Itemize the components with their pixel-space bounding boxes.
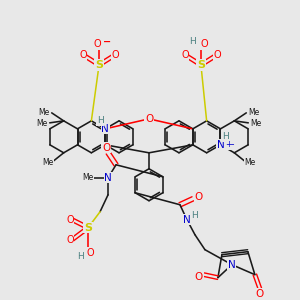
Text: O: O [213, 50, 221, 60]
Text: H: H [97, 116, 104, 125]
Text: +: + [227, 140, 234, 149]
Text: O: O [195, 192, 203, 202]
Text: N: N [104, 173, 112, 183]
Text: H: H [77, 252, 83, 261]
Text: O: O [181, 50, 189, 60]
Text: Me: Me [36, 119, 47, 128]
Text: O: O [256, 289, 264, 298]
Text: −: − [103, 37, 111, 47]
Text: N: N [217, 140, 224, 150]
Text: N: N [228, 260, 236, 270]
Text: Me: Me [251, 119, 262, 128]
Text: O: O [66, 235, 74, 245]
Text: +: + [225, 140, 232, 149]
Text: O: O [111, 50, 119, 60]
Text: O: O [145, 114, 153, 124]
Text: N: N [101, 124, 109, 134]
Text: O: O [200, 39, 208, 49]
Text: Me: Me [249, 108, 260, 117]
Text: S: S [95, 60, 103, 70]
Text: O: O [102, 143, 110, 153]
Text: Me: Me [38, 108, 49, 117]
Text: S: S [197, 60, 205, 70]
Text: O: O [195, 272, 203, 282]
Text: N: N [183, 215, 191, 225]
Text: N: N [101, 124, 109, 134]
Text: H: H [190, 38, 196, 46]
Text: Me: Me [42, 158, 53, 167]
Text: O: O [86, 248, 94, 258]
Text: O: O [79, 50, 87, 60]
Text: O: O [93, 39, 101, 49]
Text: H: H [192, 211, 198, 220]
Text: O: O [66, 215, 74, 225]
Text: Me: Me [82, 173, 94, 182]
Text: N: N [217, 140, 224, 150]
Text: H: H [97, 116, 104, 125]
Text: S: S [84, 223, 92, 233]
Text: Me: Me [245, 158, 256, 167]
Text: H: H [222, 132, 229, 141]
Text: H: H [222, 132, 229, 141]
